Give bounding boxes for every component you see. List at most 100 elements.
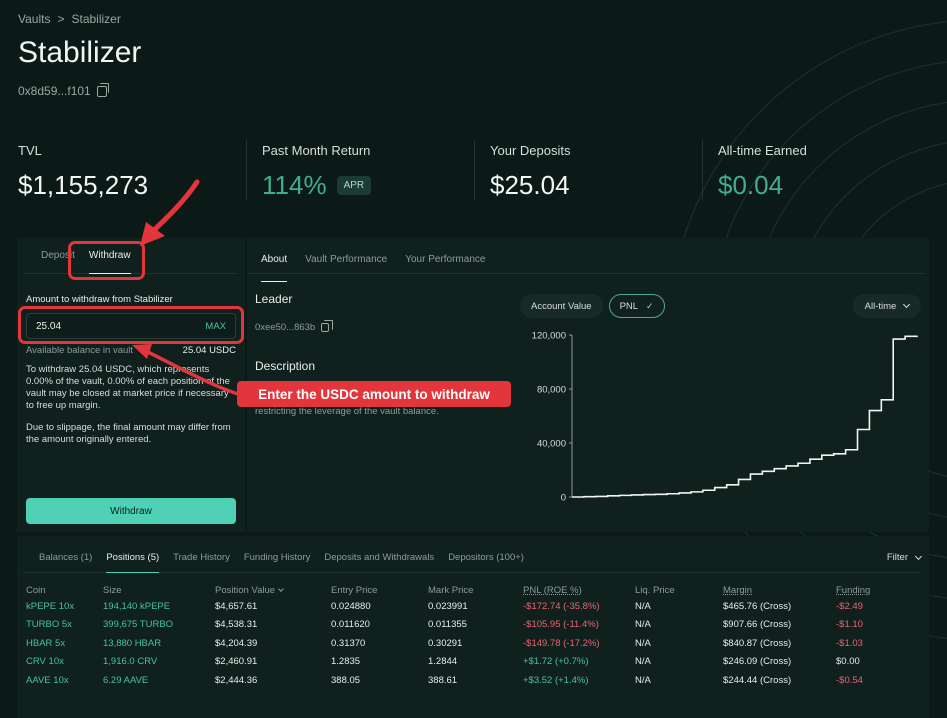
tab-positions[interactable]: Positions (5) <box>106 552 160 573</box>
tab-depositors[interactable]: Depositors (100+) <box>448 552 524 563</box>
cell-margin: $246.09 (Cross) <box>723 656 792 668</box>
cell-entry-price: 388.05 <box>331 674 361 686</box>
cell-pnl: -$172.74 (-35.8%) <box>523 600 600 612</box>
description-title: Description <box>255 359 316 373</box>
stat-return-value-row: 114% APR <box>262 170 474 201</box>
vault-address: 0x8d59...f101 <box>18 82 109 98</box>
leader-address-text[interactable]: 0xee50...863b <box>255 322 316 333</box>
pnl-toggle-label: PNL <box>619 300 639 312</box>
leverage-label: 5x <box>52 637 66 649</box>
cell-pnl: -$149.78 (-17.2%) <box>523 637 600 649</box>
available-balance-row: Available balance in vault 25.04 USDC <box>26 345 236 356</box>
cell-entry-price: 1.2835 <box>331 656 361 668</box>
deposit-withdraw-panel: Deposit Withdraw Amount to withdraw from… <box>17 238 245 532</box>
coin-name[interactable]: AAVE <box>26 674 51 686</box>
cell-pnl: +$3.52 (+1.4%) <box>523 674 589 686</box>
leverage-label: 10x <box>45 656 64 668</box>
cell-funding: -$1.10 <box>836 619 863 631</box>
col-position-value[interactable]: Position Value <box>215 583 331 597</box>
stat-all-time-earned: All-time Earned $0.04 <box>702 140 930 200</box>
tab-deposits-withdrawals[interactable]: Deposits and Withdrawals <box>324 552 435 563</box>
stat-past-month-return: Past Month Return 114% APR <box>246 140 474 200</box>
copy-icon[interactable] <box>96 82 109 97</box>
cell-mark-price: 0.023991 <box>428 600 468 612</box>
stat-tvl: TVL $1,155,273 <box>18 140 246 200</box>
stat-tvl-value: $1,155,273 <box>18 170 149 200</box>
tab-trade-history[interactable]: Trade History <box>173 552 230 563</box>
tab-deposit[interactable]: Deposit <box>41 250 75 261</box>
chevron-down-icon <box>914 552 923 560</box>
y-tick-label: 0 <box>561 493 566 504</box>
max-button[interactable]: MAX <box>205 320 226 332</box>
amount-label: Amount to withdraw from Stabilizer <box>26 294 173 305</box>
account-value-toggle[interactable]: Account Value <box>520 294 603 318</box>
leverage-label: 10x <box>56 600 75 612</box>
table-row[interactable]: HBAR 5x 13,880 HBAR $4,204.39 0.31370 0.3029… <box>26 634 896 653</box>
col-margin: Margin <box>723 584 753 596</box>
stat-return-label: Past Month Return <box>262 143 371 158</box>
cell-entry-price: 0.011620 <box>331 619 370 631</box>
stat-return-value: 114% <box>262 170 327 200</box>
col-mark-price: Mark Price <box>428 584 474 596</box>
col-liq-price: Liq. Price <box>635 584 675 596</box>
table-header-row: Coin Size Position Value Entry Price Mar… <box>26 583 896 597</box>
cell-coin: HBAR 5x <box>26 634 103 653</box>
tab-vault-performance[interactable]: Vault Performance <box>305 254 388 265</box>
table-row[interactable]: CRV 10x 1,916.0 CRV $2,460.91 1.2835 1.2844 +… <box>26 653 896 672</box>
tab-balances[interactable]: Balances (1) <box>39 552 93 563</box>
table-row[interactable]: AAVE 10x 6.29 AAVE $2,444.36 388.05 388.61 +$… <box>26 671 896 690</box>
withdraw-button[interactable]: Withdraw <box>26 498 236 524</box>
coin-name[interactable]: kPEPE <box>26 600 57 612</box>
y-tick-label: 40,000 <box>537 439 566 450</box>
positions-tabs: Balances (1) Positions (5) Trade History… <box>23 536 923 573</box>
leader-title: Leader <box>255 292 293 306</box>
coin-name[interactable]: CRV <box>26 656 46 668</box>
cell-liq-price: N/A <box>635 674 651 686</box>
positions-table: Coin Size Position Value Entry Price Mar… <box>26 583 896 690</box>
stats-row: TVL $1,155,273 Past Month Return 114% AP… <box>18 140 938 200</box>
breadcrumb-current: Stabilizer <box>71 12 121 26</box>
cell-funding: -$2.49 <box>836 600 863 612</box>
tab-funding-history[interactable]: Funding History <box>243 552 311 563</box>
cell-margin: $907.66 (Cross) <box>723 619 792 631</box>
breadcrumb-vaults-link[interactable]: Vaults <box>18 12 51 26</box>
time-range-select[interactable]: All-time <box>853 294 921 318</box>
slippage-info-text: Due to slippage, the final amount may di… <box>26 422 231 445</box>
sort-desc-icon <box>278 585 284 592</box>
cell-funding: -$0.54 <box>836 674 863 686</box>
description-text: restricting the leverage of the vault ba… <box>255 406 439 417</box>
available-balance-label: Available balance in vault <box>26 345 134 356</box>
tab-your-performance[interactable]: Your Performance <box>405 254 486 265</box>
pnl-series-line <box>572 335 918 498</box>
cell-liq-price: N/A <box>635 637 651 649</box>
withdraw-amount-input[interactable] <box>36 320 156 332</box>
table-row[interactable]: kPEPE 10x 194,140 kPEPE $4,657.61 0.024880 0… <box>26 597 896 616</box>
cell-liq-price: N/A <box>635 656 651 668</box>
breadcrumb-separator-icon: > <box>57 12 65 26</box>
time-range-value: All-time <box>864 300 897 312</box>
table-row[interactable]: TURBO 5x 399,675 TURBO $4,538.31 0.011620 0.… <box>26 616 896 635</box>
breadcrumb: Vaults > Stabilizer <box>18 12 121 26</box>
cell-coin: TURBO 5x <box>26 616 103 635</box>
cell-liq-price: N/A <box>635 600 651 612</box>
pnl-toggle[interactable]: PNL ✓ <box>608 294 665 318</box>
cell-mark-price: 0.011355 <box>428 619 467 631</box>
tab-withdraw[interactable]: Withdraw <box>88 250 131 274</box>
coin-name[interactable]: TURBO <box>26 619 60 631</box>
cell-liq-price: N/A <box>635 619 651 631</box>
copy-icon[interactable] <box>321 320 334 332</box>
stat-earned-value: $0.04 <box>718 170 784 200</box>
cell-pnl: -$105.95 (-11.4%) <box>523 619 599 631</box>
stat-deposits-label: Your Deposits <box>490 143 571 158</box>
stat-tvl-label: TVL <box>18 143 42 158</box>
cell-margin: $244.44 (Cross) <box>723 674 792 686</box>
col-funding: Funding <box>836 584 871 596</box>
filter-dropdown[interactable]: Filter <box>887 552 923 563</box>
coin-name[interactable]: HBAR <box>26 637 53 649</box>
tab-about[interactable]: About <box>261 254 288 282</box>
deposit-withdraw-tabs: Deposit Withdraw <box>25 238 237 274</box>
pnl-chart: 120,000 80,000 40,000 0 <box>532 331 918 504</box>
stat-earned-label: All-time Earned <box>718 143 807 158</box>
cell-coin: AAVE 10x <box>26 671 103 690</box>
cell-size: 1,916.0 CRV <box>103 656 158 668</box>
